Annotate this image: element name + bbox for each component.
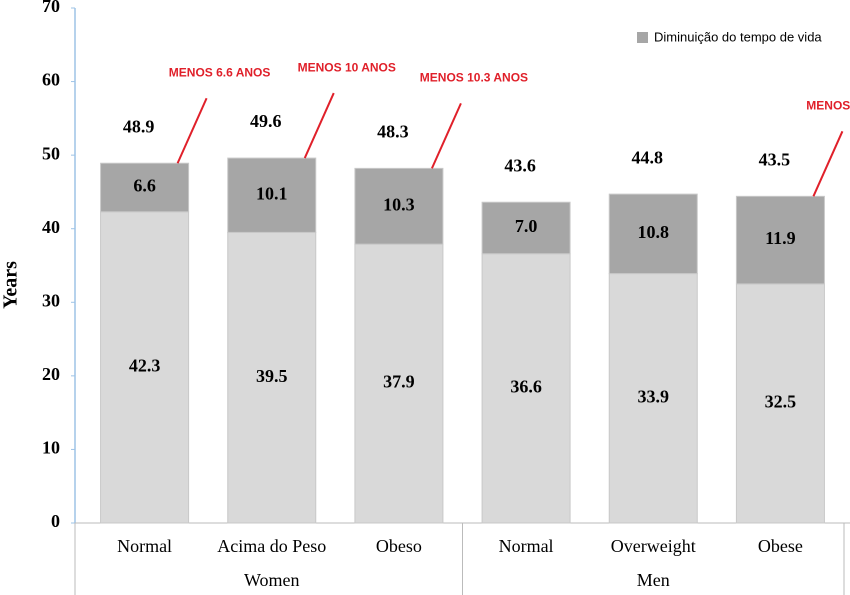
value-label: 42.3 (129, 356, 161, 376)
x-tick-label: Acima do Peso (217, 536, 326, 556)
total-label: 48.3 (377, 122, 409, 142)
bar-segment (227, 231, 317, 524)
bar-segment (354, 167, 444, 245)
total-label: 48.9 (123, 116, 155, 136)
total-label: 49.6 (250, 111, 282, 131)
y-tick-label: 40 (42, 217, 60, 237)
bar-segment (481, 253, 571, 524)
value-label: 32.5 (765, 392, 797, 412)
y-tick-label: 20 (42, 364, 60, 384)
annotation: MENOS 6.6 ANOS (169, 65, 271, 79)
value-label: 36.6 (510, 376, 542, 396)
annotation-pointer (303, 92, 335, 159)
y-tick-label: 10 (42, 438, 60, 458)
value-label: 6.6 (133, 176, 156, 196)
value-label: 10.1 (256, 183, 288, 203)
group-label: Men (637, 570, 670, 590)
value-label: 11.9 (765, 228, 796, 248)
annotation-pointer (431, 102, 462, 169)
value-label: 10.3 (383, 194, 415, 214)
value-label: 10.8 (638, 222, 670, 242)
group-label: Women (244, 570, 300, 590)
value-label: 33.9 (638, 386, 670, 406)
bar-segment (735, 195, 825, 285)
bar-segment (354, 243, 444, 524)
x-tick-label: Overweight (611, 536, 696, 556)
x-tick-label: Normal (499, 536, 554, 556)
x-tick-label: Obese (758, 536, 803, 556)
x-tick-label: Normal (117, 536, 172, 556)
bar-segment (608, 193, 698, 275)
bar-segment (100, 162, 190, 213)
y-tick-label: 0 (51, 511, 60, 531)
bar-segment (608, 273, 698, 524)
value-label: 7.0 (515, 216, 538, 236)
value-label: 39.5 (256, 366, 288, 386)
y-tick-label: 30 (42, 290, 60, 310)
value-label: 37.9 (383, 372, 415, 392)
bar-segment (735, 283, 825, 524)
legend-label: Diminuição do tempo de vida (654, 29, 822, 44)
y-tick-label: 50 (42, 143, 60, 163)
annotation-pointer (812, 130, 844, 197)
x-tick-label: Obeso (376, 536, 422, 556)
annotation: MENOS 10.3 ANOS (420, 71, 528, 85)
annotation: MENOS 12 ANOS (806, 99, 850, 113)
y-axis-label: Years (0, 261, 22, 309)
bar-segment (481, 201, 571, 255)
y-tick-label: 60 (42, 70, 60, 90)
total-label: 44.8 (632, 147, 664, 167)
y-tick-label: 70 (42, 0, 60, 16)
annotation-pointer (176, 97, 208, 164)
total-label: 43.6 (504, 155, 536, 175)
legend-swatch (637, 32, 648, 43)
total-label: 43.5 (759, 149, 791, 169)
bar-segment (227, 157, 317, 233)
annotation: MENOS 10 ANOS (298, 60, 396, 74)
